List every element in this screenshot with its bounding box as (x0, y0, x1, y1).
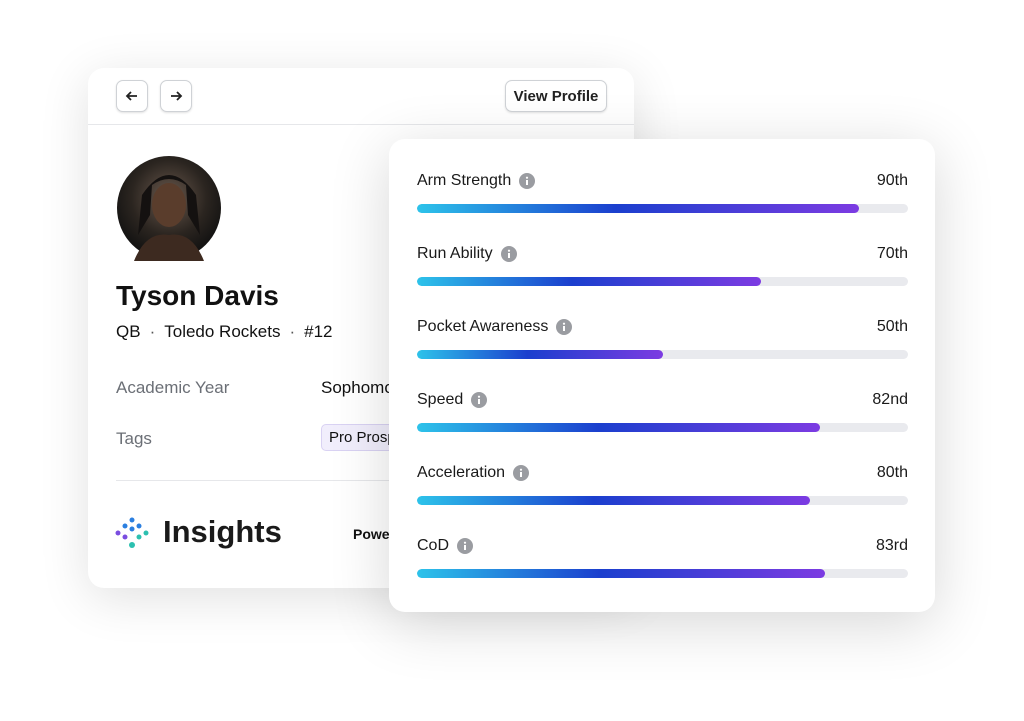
metric-value: 50th (876, 318, 908, 335)
bar-track (417, 496, 908, 505)
divider (88, 124, 634, 125)
insights-title: Insights (163, 514, 282, 549)
metric-name: CoD (417, 537, 450, 554)
metrics-card: Arm Strength 90th Run Ability 70th Pocket Aw… (389, 139, 935, 612)
dot: · (289, 322, 296, 341)
avatar (117, 156, 221, 261)
info-icon[interactable] (556, 319, 573, 335)
metric-value: 70th (876, 245, 908, 262)
metric-value: 82nd (872, 391, 908, 408)
jersey-number: #12 (304, 322, 333, 341)
info-icon[interactable] (471, 392, 488, 408)
metric-label: Run Ability (417, 245, 517, 263)
field-value: Sophomore (321, 378, 409, 397)
bar-track (417, 423, 908, 432)
divider (116, 480, 606, 481)
bar-fill (417, 277, 761, 286)
position: QB (116, 322, 141, 341)
info-icon[interactable] (513, 465, 530, 481)
bar-track (417, 277, 908, 286)
metric-label: Pocket Awareness (417, 318, 573, 336)
metric-value: 90th (876, 172, 908, 189)
metric-name: Run Ability (417, 245, 493, 262)
bar-track (417, 204, 908, 213)
bar-track (417, 350, 908, 359)
bar-fill (417, 423, 820, 432)
info-icon[interactable] (519, 173, 536, 189)
bar-fill (417, 204, 859, 213)
metric-label: CoD (417, 537, 474, 555)
metric-name: Acceleration (417, 464, 506, 481)
info-icon[interactable] (500, 246, 517, 262)
metric-name: Arm Strength (417, 172, 512, 189)
info-icon[interactable] (457, 538, 474, 554)
metric-label: Speed (417, 391, 488, 409)
forward-icon (171, 91, 183, 101)
metric-value: 80th (876, 464, 908, 481)
metric-name: Speed (417, 391, 464, 408)
metric-name: Pocket Awareness (417, 318, 549, 335)
bar-fill (417, 496, 810, 505)
bar-track (417, 569, 908, 578)
metric-label: Acceleration (417, 464, 530, 482)
insights-logo (115, 517, 149, 548)
metric-value: 83rd (875, 537, 908, 554)
view-profile-button[interactable]: View Profile (505, 80, 607, 112)
back-button[interactable] (116, 80, 148, 112)
bar-fill (417, 569, 825, 578)
back-icon (125, 91, 137, 101)
field-label: Tags (116, 429, 152, 448)
metric-label: Arm Strength (417, 172, 536, 190)
dot: · (149, 322, 156, 341)
field-label: Academic Year (116, 378, 230, 397)
bar-fill (417, 350, 663, 359)
player-name: Tyson Davis (116, 280, 279, 311)
forward-button[interactable] (160, 80, 192, 112)
player-meta: QB · Toledo Rockets · #12 (116, 322, 333, 342)
team: Toledo Rockets (164, 322, 281, 341)
